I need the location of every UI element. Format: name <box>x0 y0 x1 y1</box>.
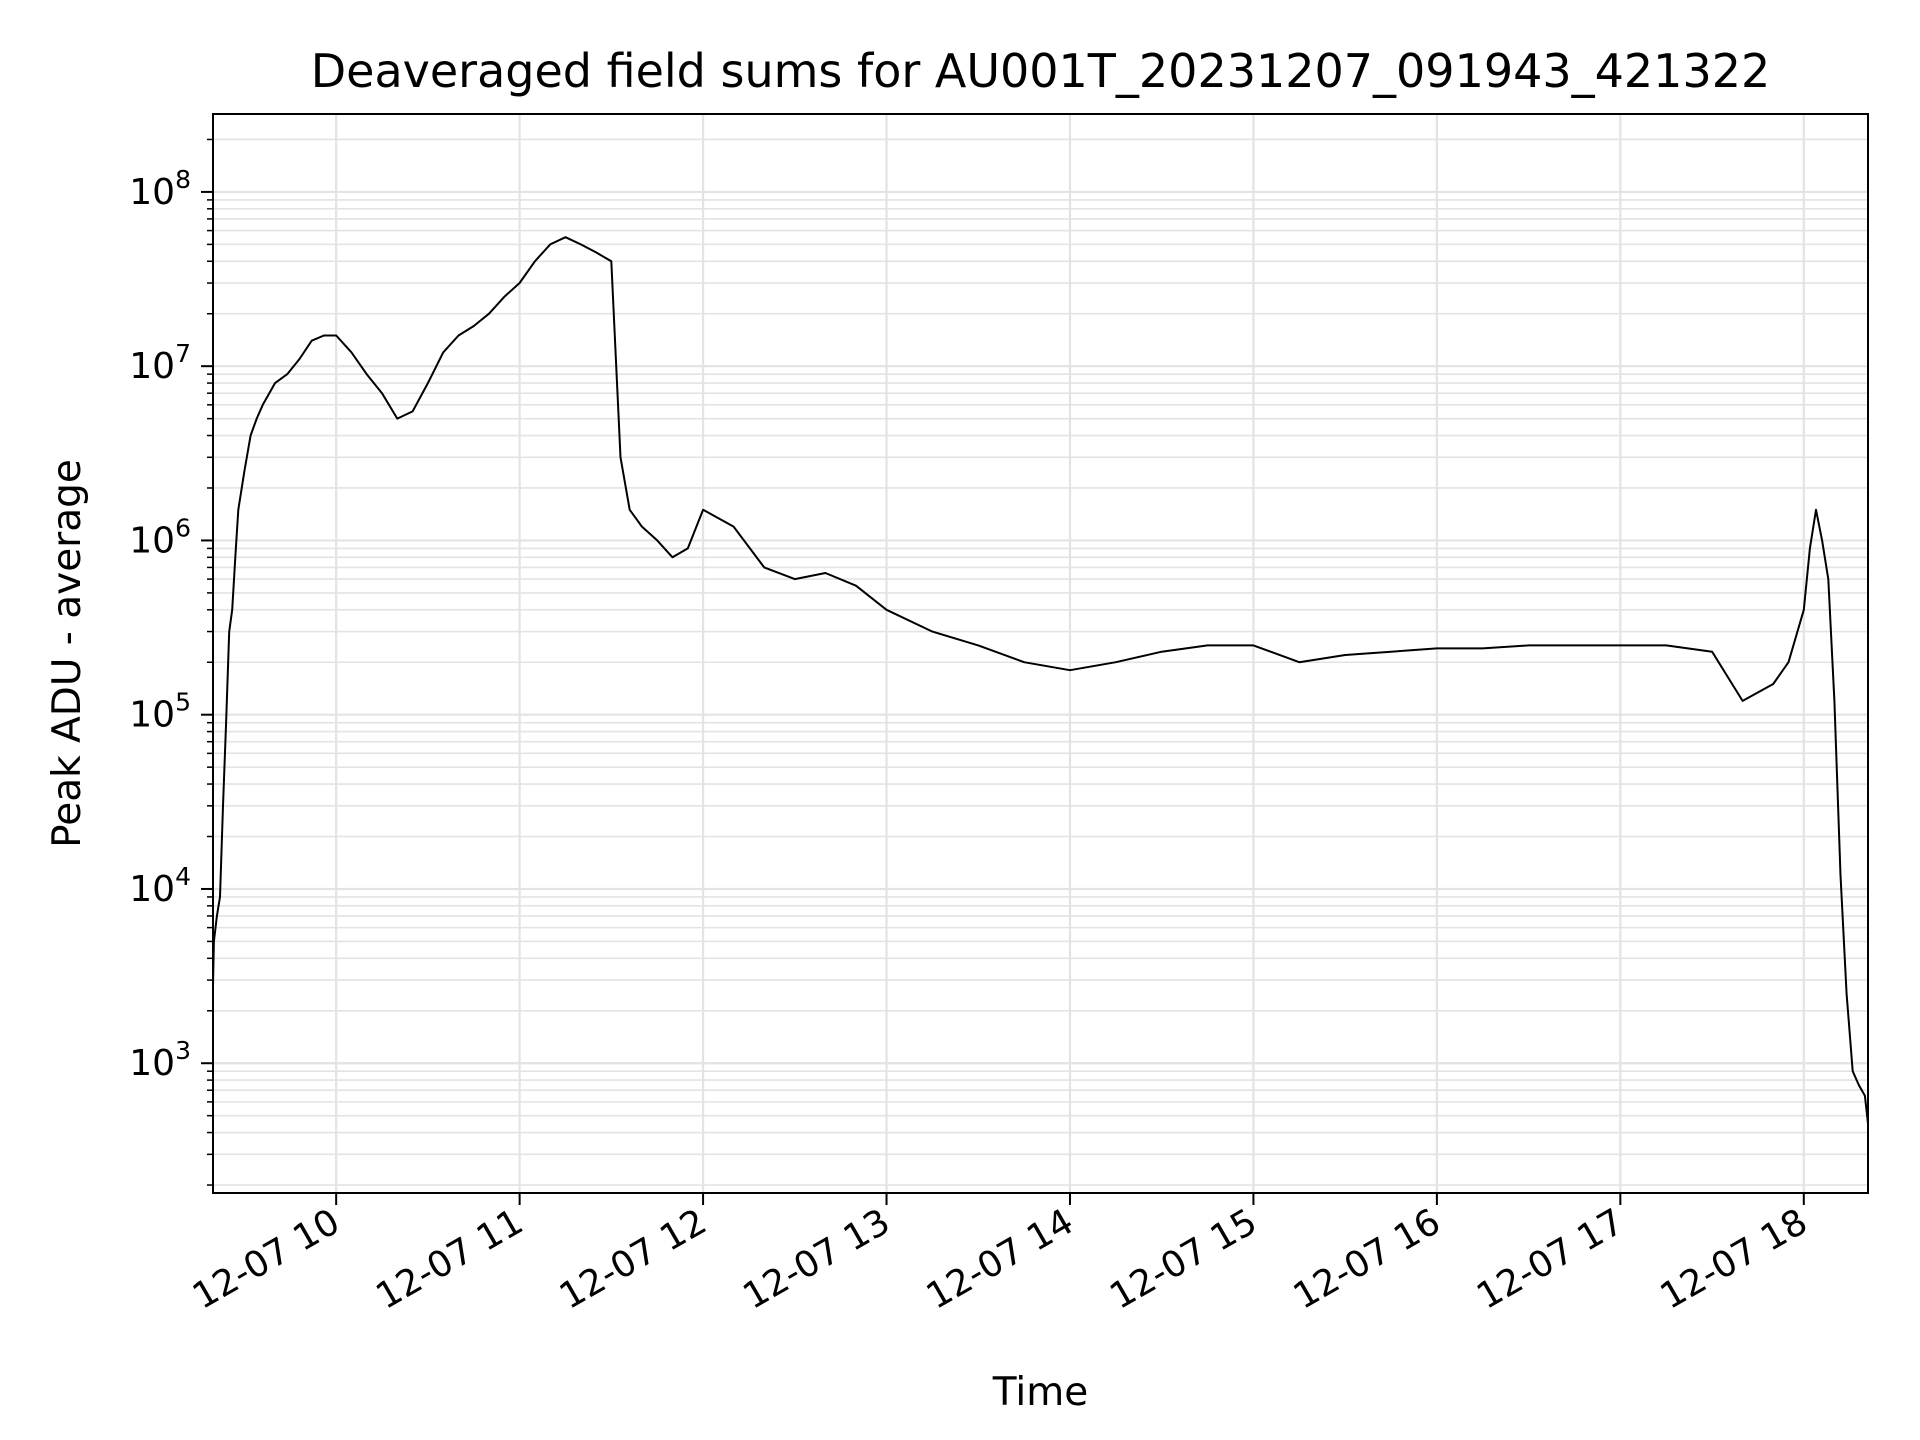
line-chart: 12-07 10 12-07 11 12-07 12 12-07 13 12-07 14… <box>0 0 1920 1440</box>
chart-title: Deaveraged field sums for AU001T_2023120… <box>311 44 1771 98</box>
y-axis-label: Peak ADU - average <box>45 459 90 848</box>
x-axis-label: Time <box>992 1370 1088 1415</box>
